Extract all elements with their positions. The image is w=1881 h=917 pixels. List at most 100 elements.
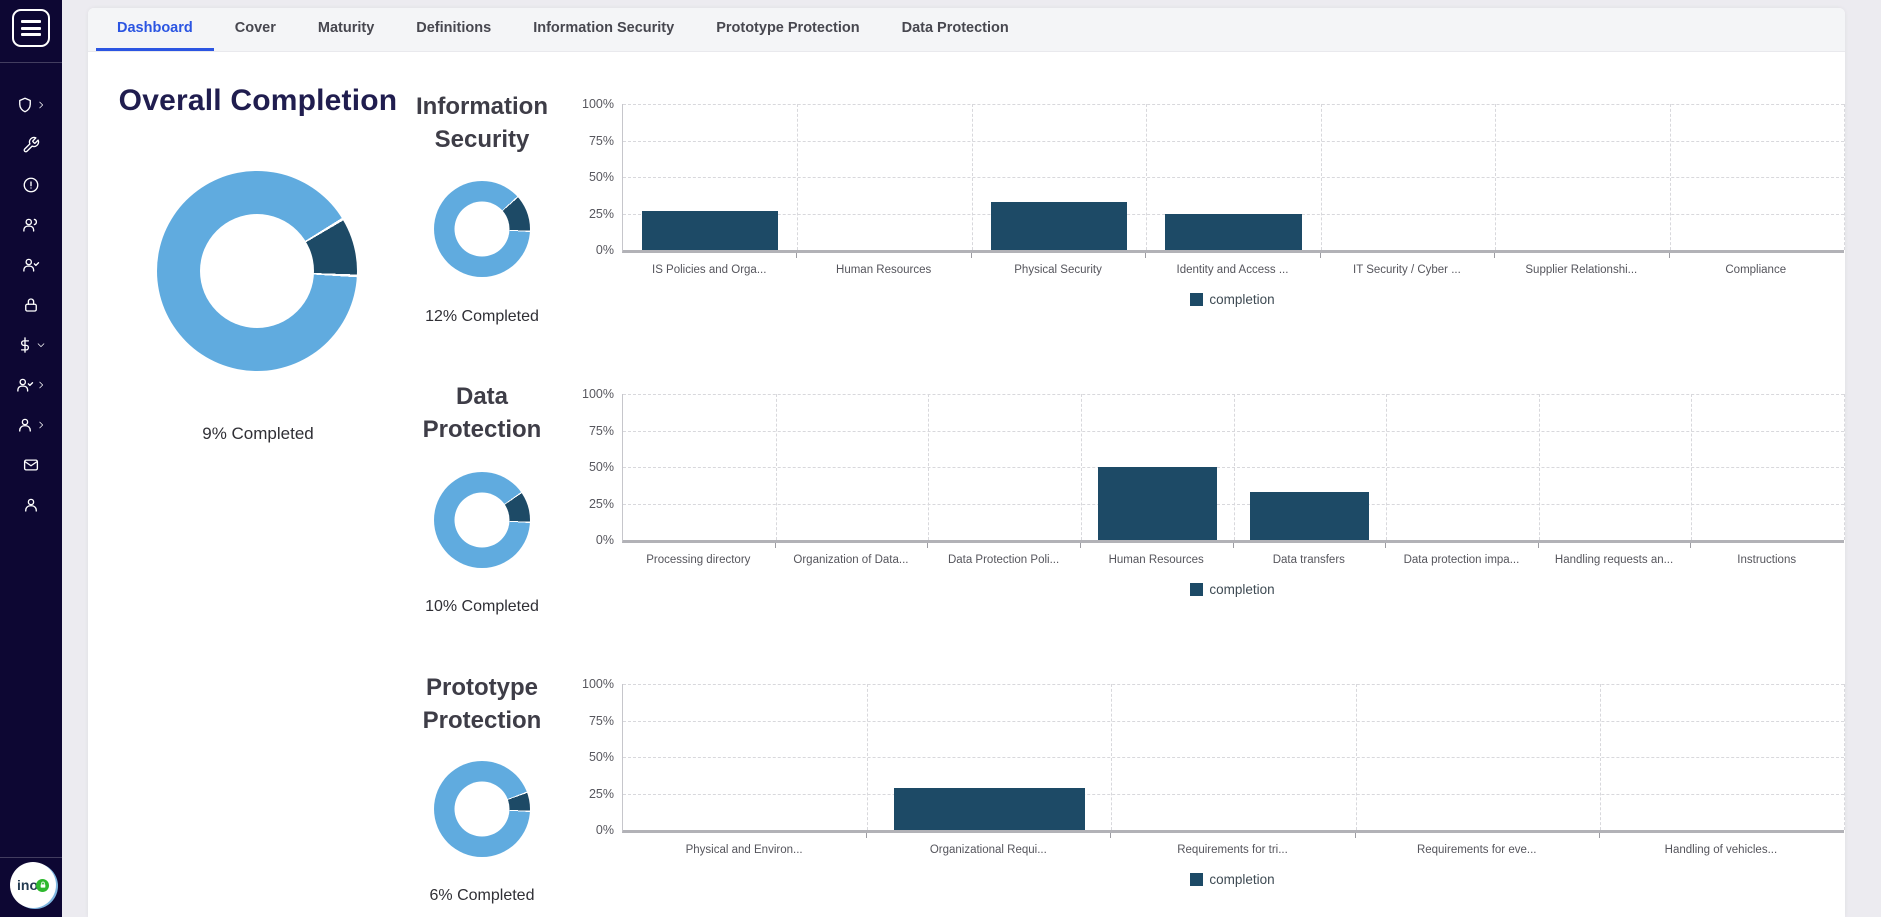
- gridline: [1146, 104, 1148, 250]
- shield-icon: [16, 96, 34, 114]
- sidebar-divider: [0, 62, 62, 63]
- user-check-icon: [16, 376, 34, 394]
- information-security-donut: [434, 181, 530, 277]
- category-label: Organization of Data...: [793, 554, 909, 566]
- category-label: Compliance: [1725, 264, 1787, 276]
- category-label: Organizational Requi...: [929, 844, 1047, 856]
- information-security-completion-chart: 100% 75% 50% 25% 0% IS Policies and Orga... Hu…: [576, 97, 1848, 334]
- plot-area: [622, 104, 1845, 253]
- sidebar-item-dollar[interactable]: [0, 325, 62, 365]
- gridline: [623, 104, 1844, 105]
- tab-data-protection[interactable]: Data Protection: [901, 20, 1009, 36]
- prototype-protection-title: Prototype Protection: [422, 674, 542, 734]
- bar-organizational-requi-: [894, 787, 1085, 830]
- category-label: Handling requests an...: [1554, 554, 1674, 566]
- gridline: [1691, 394, 1693, 540]
- y-axis-label: 50%: [588, 750, 614, 764]
- axis-tick: [1232, 543, 1234, 548]
- tab-information-security[interactable]: Information Security: [533, 20, 675, 36]
- sidebar-item-shield[interactable]: [0, 85, 62, 125]
- user-check-icon: [22, 256, 40, 274]
- bar-identity-and-access-: [1165, 213, 1302, 250]
- bar-is-policies-and-orga-: [642, 210, 779, 250]
- legend-label: completion: [1209, 292, 1275, 307]
- gridline: [797, 104, 799, 250]
- tab-cover[interactable]: Cover: [234, 20, 276, 36]
- logo-lock-icon: [36, 878, 49, 892]
- sidebar-item-user[interactable]: [0, 485, 62, 525]
- y-axis-label: 75%: [588, 713, 614, 728]
- gridline: [1844, 684, 1845, 830]
- gridline: [1599, 684, 1601, 830]
- sidebar-item-mail[interactable]: [0, 445, 62, 485]
- tab-prototype-protection[interactable]: Prototype Protection: [716, 20, 860, 36]
- category-label: Requirements for eve...: [1416, 844, 1537, 856]
- sidebar-item-user-check[interactable]: [0, 245, 62, 285]
- category-label: Data Protection Poli...: [947, 554, 1060, 566]
- axis-tick: [1598, 833, 1600, 838]
- category-label: Human Resources: [836, 264, 932, 276]
- sidebar: ino: [0, 0, 62, 917]
- category-label: Human Resources: [1108, 554, 1204, 566]
- legend-swatch: [1190, 583, 1204, 596]
- category-label: Requirements for tri...: [1177, 844, 1288, 856]
- information-security-title: Information Security: [416, 93, 548, 153]
- category-label: Identity and Access ...: [1176, 264, 1289, 276]
- dollar-icon: [16, 336, 34, 354]
- gridline: [1669, 104, 1671, 250]
- gridline: [971, 104, 973, 250]
- hamburger-menu-icon[interactable]: [12, 9, 50, 47]
- sidebar-item-user[interactable]: [0, 405, 62, 445]
- y-axis-label: 100%: [582, 677, 614, 691]
- y-axis-label: 0%: [595, 823, 614, 837]
- axis-tick: [1668, 253, 1670, 258]
- bar-human-resources: [1097, 467, 1217, 540]
- axis-tick: [796, 253, 798, 258]
- y-axis-label: 25%: [588, 206, 614, 221]
- axis-tick: [1079, 543, 1081, 548]
- gridline: [867, 684, 869, 830]
- y-axis-label: 50%: [588, 460, 614, 474]
- gridline: [1495, 104, 1497, 250]
- lock-icon: [22, 296, 40, 314]
- category-label: Supplier Relationshi...: [1525, 264, 1638, 276]
- tab-dashboard[interactable]: Dashboard: [96, 8, 214, 51]
- prototype-protection-completion-chart: 100% 75% 50% 25% 0% Physical and Environ... Or…: [576, 677, 1848, 914]
- tab-definitions[interactable]: Definitions: [416, 20, 492, 36]
- plot-area: [622, 684, 1845, 833]
- prototype-protection-donut: [434, 761, 530, 857]
- gridline: [1386, 394, 1388, 540]
- data-protection-donut: [434, 472, 530, 568]
- gridline: [623, 177, 1844, 178]
- sidebar-item-users[interactable]: [0, 205, 62, 245]
- prototype-protection-caption: 6% Completed: [429, 887, 535, 904]
- axis-tick: [1319, 253, 1321, 258]
- bar-data-transfers: [1250, 491, 1370, 540]
- y-axis-label: 25%: [588, 786, 614, 801]
- category-label: Data protection impa...: [1403, 554, 1520, 566]
- wrench-icon: [22, 136, 40, 154]
- mail-icon: [22, 456, 40, 474]
- overall-completion-donut: [157, 171, 357, 371]
- legend-label: completion: [1209, 872, 1275, 887]
- axis-tick: [970, 253, 972, 258]
- legend-swatch: [1190, 293, 1204, 306]
- users-icon: [22, 216, 40, 234]
- category-label: IS Policies and Orga...: [652, 264, 767, 276]
- axis-tick: [1354, 833, 1356, 838]
- sidebar-item-alert-circle[interactable]: [0, 165, 62, 205]
- sidebar-item-lock[interactable]: [0, 285, 62, 325]
- gridline: [1111, 684, 1113, 830]
- chart-legend: completion: [622, 872, 1843, 887]
- chevron-down-icon: [36, 340, 46, 350]
- bar-physical-security: [991, 201, 1128, 250]
- chart-legend: completion: [622, 292, 1843, 307]
- tab-bar: Dashboard Cover Maturity Definitions Informa…: [88, 8, 1845, 52]
- overall-completion-caption: 9% Completed: [202, 424, 314, 443]
- user-icon: [16, 416, 34, 434]
- tab-maturity[interactable]: Maturity: [317, 20, 375, 36]
- sidebar-item-user-check[interactable]: [0, 365, 62, 405]
- category-label: Instructions: [1737, 554, 1797, 566]
- gridline: [623, 757, 1844, 758]
- sidebar-item-wrench[interactable]: [0, 125, 62, 165]
